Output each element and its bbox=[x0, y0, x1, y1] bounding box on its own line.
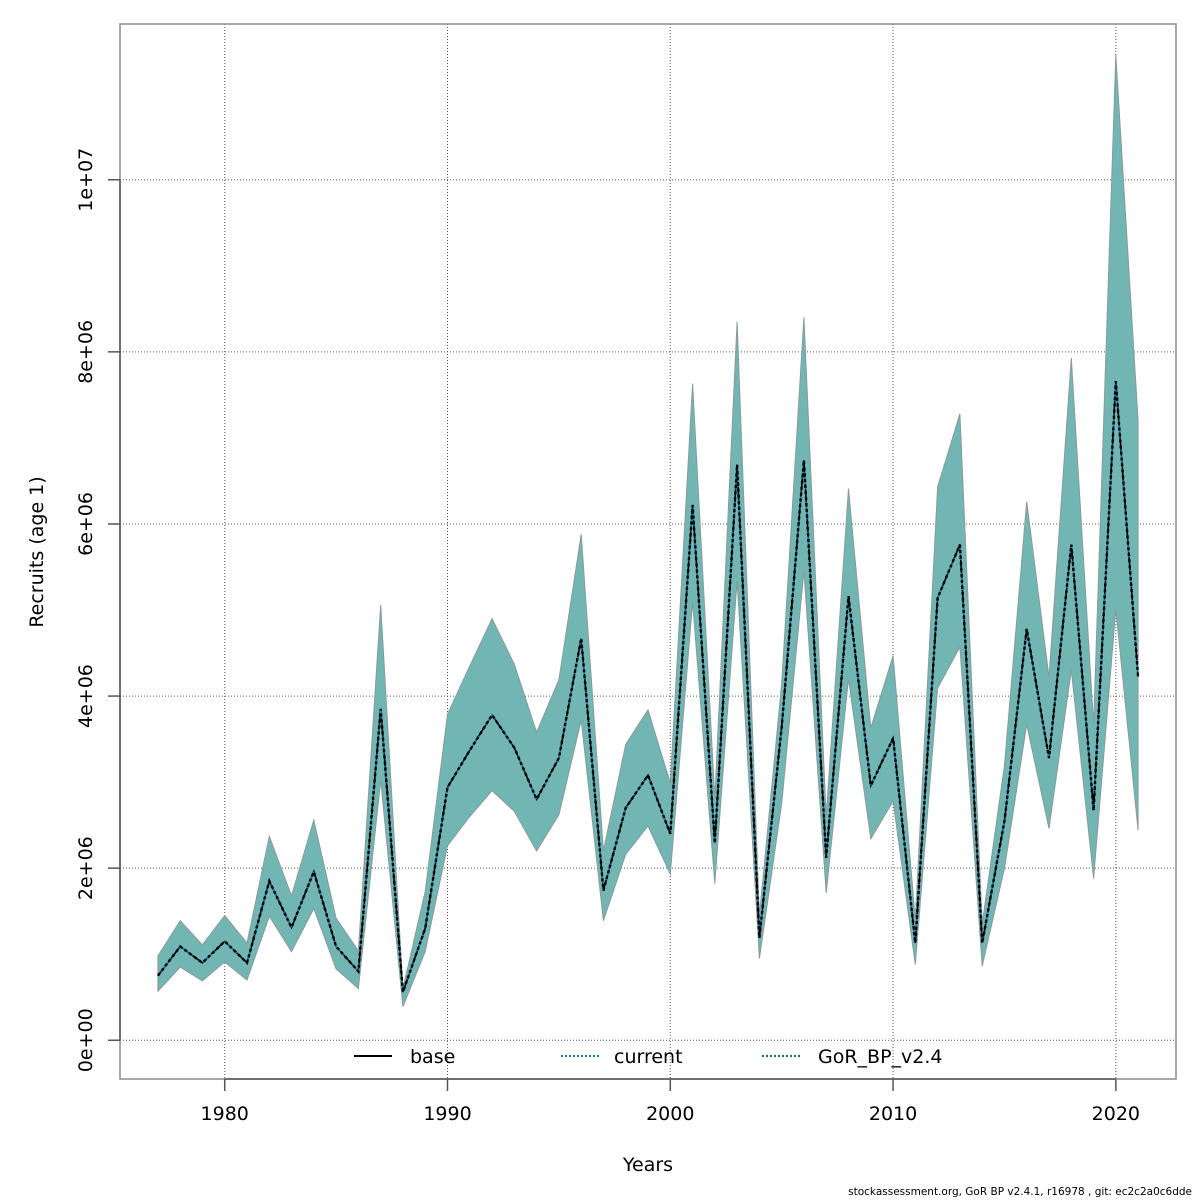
x-tick-label: 1990 bbox=[423, 1103, 471, 1125]
legend-item: current bbox=[561, 1046, 683, 1068]
x-tick-label: 2010 bbox=[869, 1103, 917, 1125]
y-axis-title: Recruits (age 1) bbox=[26, 476, 48, 627]
x-axis-title: Years bbox=[622, 1154, 673, 1176]
y-tick-label: 6e+06 bbox=[75, 492, 97, 556]
x-axis: 1980 1990 2000 2010 2020 bbox=[201, 1078, 1140, 1125]
x-tick-label: 2000 bbox=[646, 1103, 694, 1125]
series-lines bbox=[156, 381, 1140, 993]
footer-credit: stockassessment.org, GoR BP v2.4.1, r169… bbox=[848, 1186, 1192, 1198]
x-tick-label: 1980 bbox=[201, 1103, 249, 1125]
confidence-band bbox=[157, 54, 1139, 1007]
confidence-band-area bbox=[157, 54, 1139, 1007]
y-tick-label: 2e+06 bbox=[75, 836, 97, 900]
x-tick-label: 2020 bbox=[1092, 1103, 1140, 1125]
legend-label: base bbox=[410, 1046, 455, 1068]
y-tick-label: 0e+00 bbox=[75, 1008, 97, 1072]
legend-label: current bbox=[614, 1046, 683, 1068]
legend: base current GoR_BP_v2.4 bbox=[354, 1046, 943, 1068]
y-axis: 0e+00 2e+06 4e+06 6e+06 8e+06 1e+07 bbox=[75, 148, 121, 1072]
grid-lines bbox=[120, 24, 1176, 1079]
y-tick-label: 1e+07 bbox=[75, 148, 97, 212]
y-tick-label: 4e+06 bbox=[75, 664, 97, 728]
legend-label: GoR_BP_v2.4 bbox=[818, 1046, 943, 1068]
y-tick-label: 8e+06 bbox=[75, 320, 97, 384]
series-line-gor-bp-v2-4 bbox=[156, 381, 1140, 993]
legend-item: base bbox=[354, 1046, 455, 1068]
legend-item: GoR_BP_v2.4 bbox=[762, 1046, 943, 1068]
